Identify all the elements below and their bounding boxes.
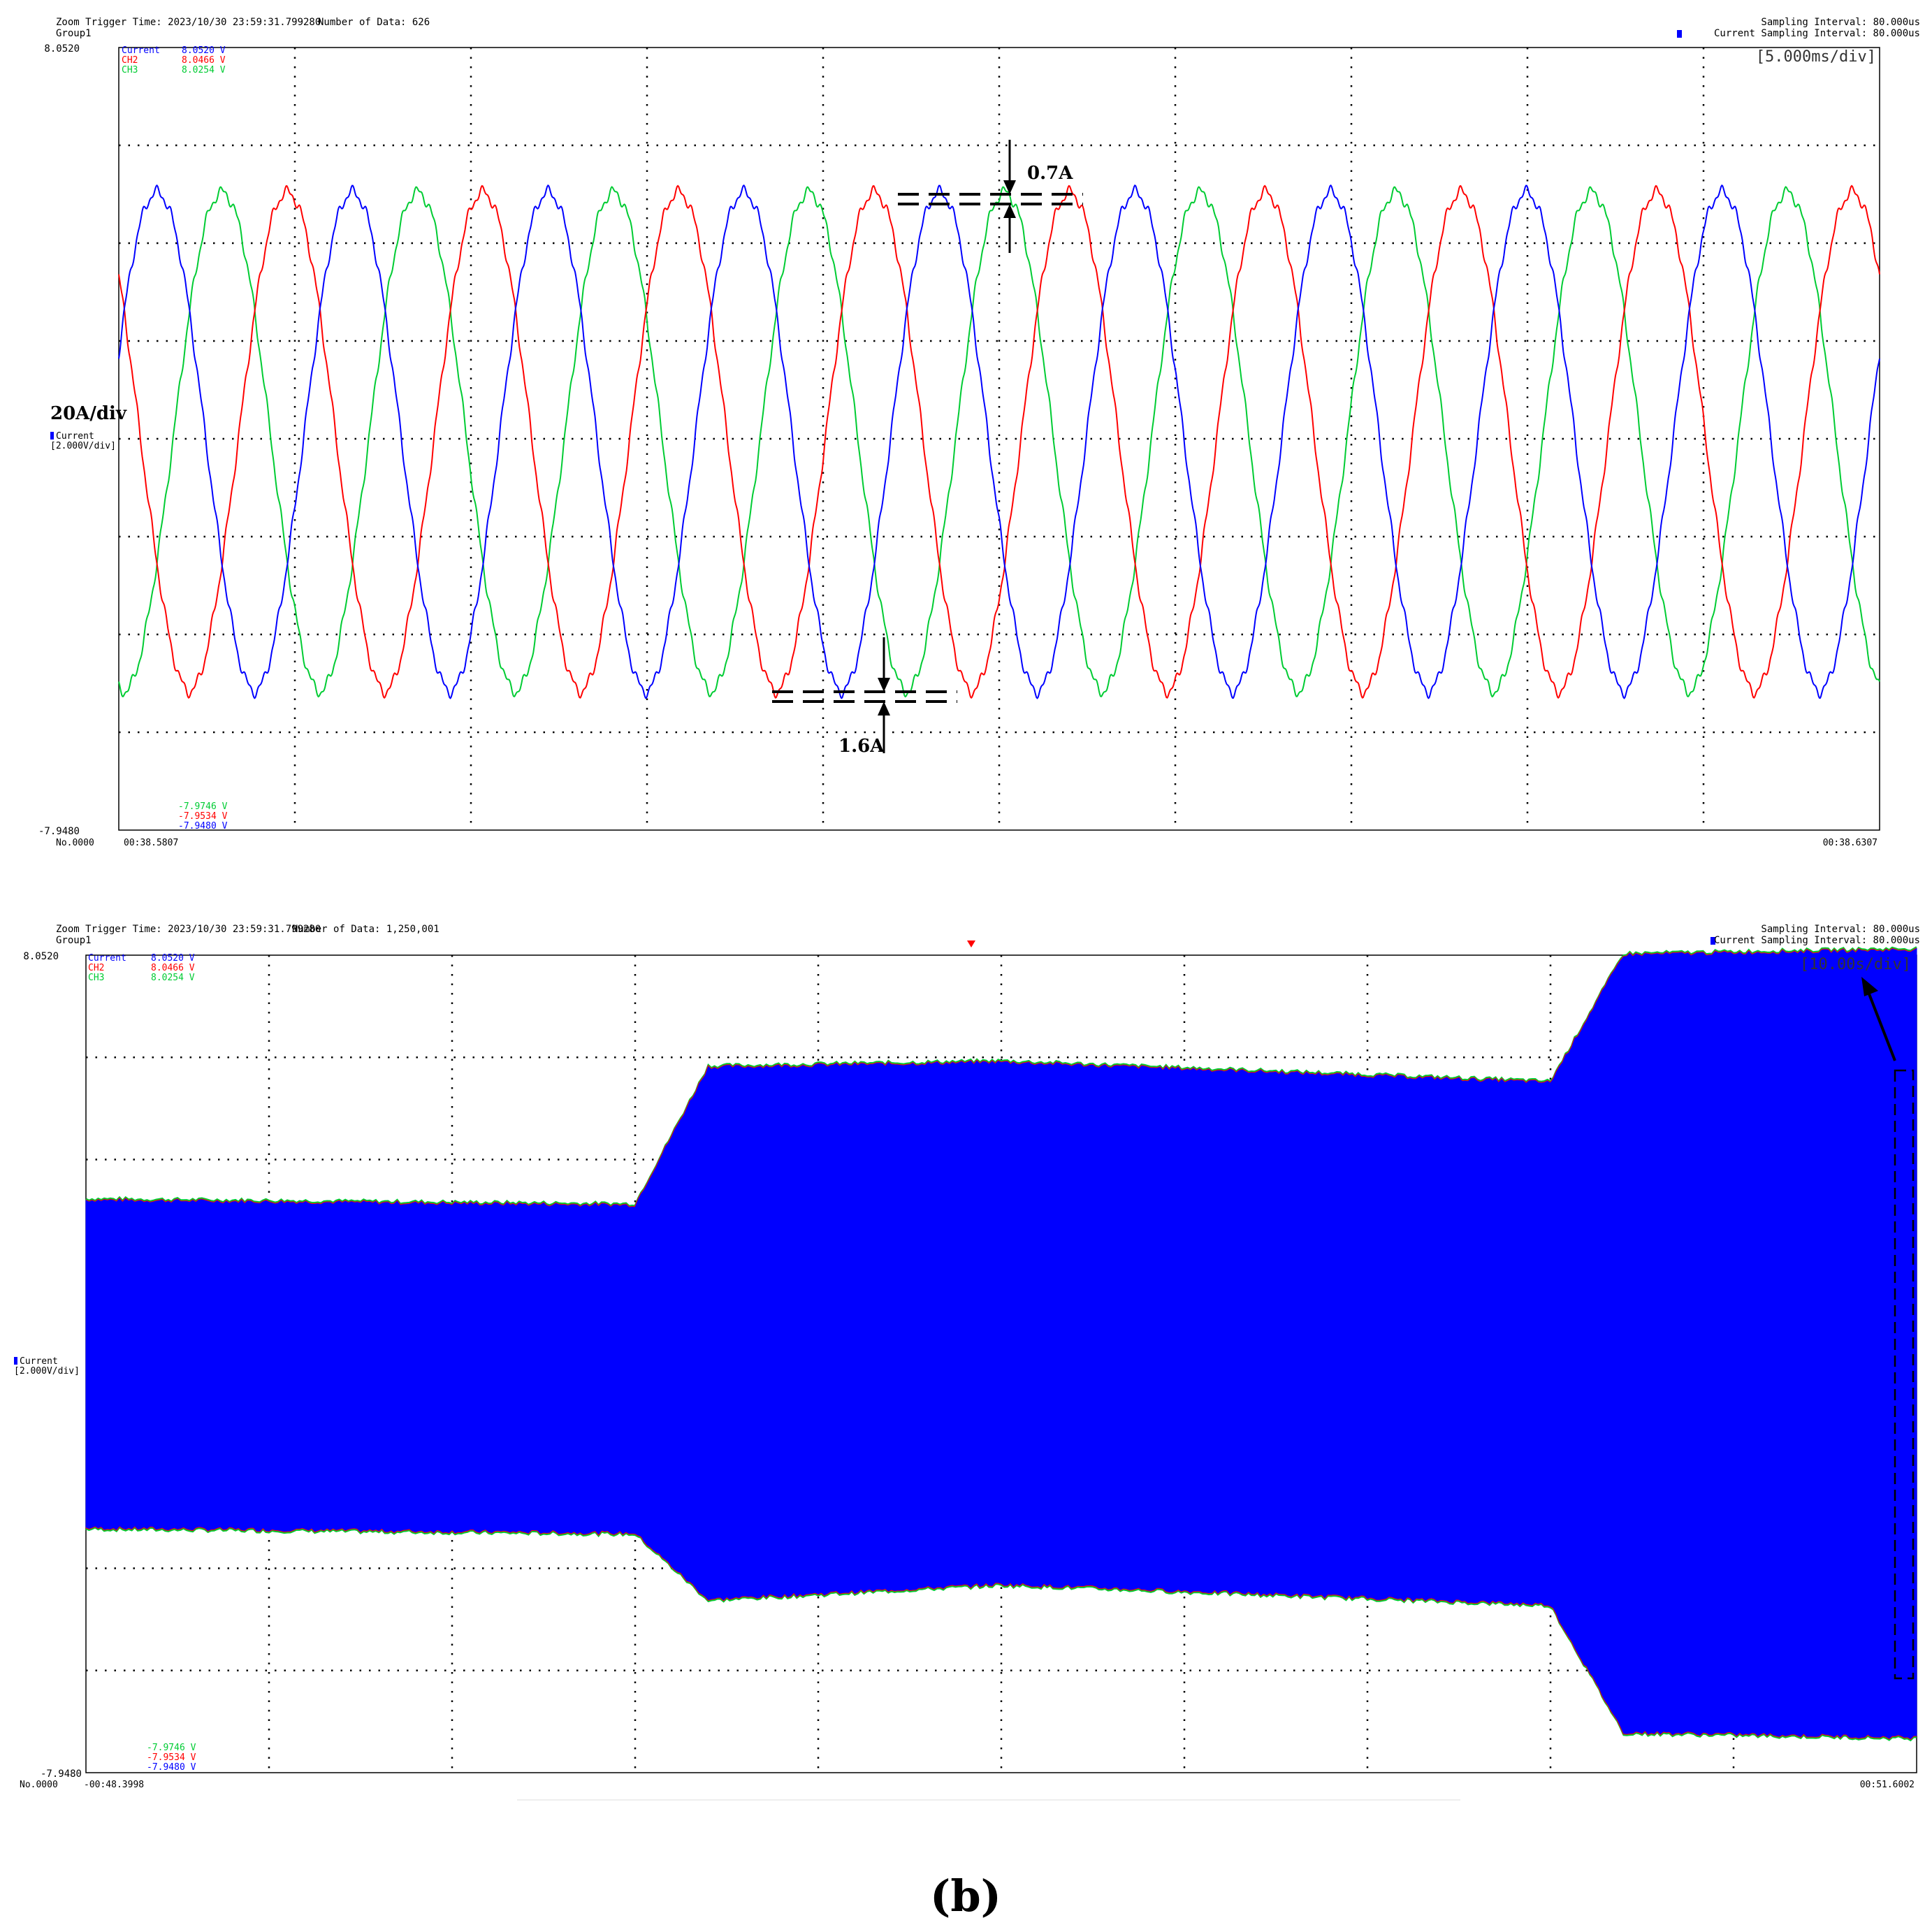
annotation-bottom-label: 1.6A — [838, 736, 885, 757]
figure-caption: (b) — [930, 1870, 1001, 1922]
annotation-bottom: 1.6A — [772, 637, 957, 757]
panel-1-scale-label: 20A/div — [50, 403, 127, 424]
panel-2: Zoom Trigger Time: 2023/10/30 23:59:31.7… — [14, 924, 1920, 1801]
annotation-bottom-arrowhead — [878, 678, 890, 692]
waveform-ch3 — [118, 186, 1880, 698]
legend-min-value: -7.9534 V — [147, 1752, 196, 1763]
panel-1-legend-max: Current 8.0520 V CH2 8.0466 V CH3 8.0254… — [122, 45, 226, 75]
legend-max-value: 8.0254 V — [151, 973, 195, 983]
panel-2-current-marker — [1711, 937, 1715, 945]
panel-2-number-of-data: Number of Data: 1,250,001 — [292, 924, 440, 935]
legend-max-name: CH3 — [88, 973, 104, 983]
panel-1-y-bottom: -7.9480 — [38, 826, 80, 837]
legend-max-name: CH3 — [122, 65, 138, 75]
panel-2-timebase: [10.00s/div] — [1800, 956, 1911, 973]
panel-1-channel-marker — [50, 432, 54, 440]
waveform-current — [118, 184, 1880, 699]
annotation-top: 0.7A — [898, 140, 1083, 253]
panel-1-current-sampling-interval: Current Sampling Interval: 80.000us — [1714, 28, 1920, 39]
panel-1-number-of-data: Number of Data: 626 — [318, 17, 430, 28]
panel-2-x-end: 00:51.6002 — [1860, 1780, 1915, 1790]
panel-2-current-sampling-interval: Current Sampling Interval: 80.000us — [1714, 935, 1920, 946]
panel-2-sampling-interval: Sampling Interval: 80.000us — [1761, 924, 1920, 935]
panel-1-channel-label: Current — [56, 431, 94, 442]
panel-1-x-end: 00:38.6307 — [1823, 838, 1877, 848]
panel-1-y-top: 8.0520 — [44, 43, 80, 55]
waveform-ch2 — [118, 184, 1880, 699]
legend-max-name: Current — [88, 953, 126, 964]
panel-1-trigger-time: Zoom Trigger Time: 2023/10/30 23:59:31.7… — [56, 17, 321, 28]
panel-2-channel-marker — [14, 1357, 17, 1365]
legend-max-value: 8.0466 V — [182, 55, 226, 66]
legend-max-name: Current — [122, 45, 160, 56]
legend-max-name: CH2 — [122, 55, 138, 66]
legend-max-value: 8.0466 V — [151, 963, 195, 973]
panel-1-timebase: [5.000ms/div] — [1756, 48, 1876, 66]
legend-max-value: 8.0520 V — [182, 45, 226, 56]
panel-2-record-no: No.0000 — [20, 1780, 58, 1790]
panel-2-x-start: -00:48.3998 — [84, 1780, 144, 1790]
legend-min-value: -7.9746 V — [178, 801, 228, 812]
panel-1-x-start: 00:38.5807 — [124, 838, 178, 848]
panel-1-grid — [119, 48, 1880, 830]
annotation-top-arrowhead — [1003, 204, 1016, 218]
panel-2-trigger-marker — [967, 940, 975, 947]
panel-1-group: Group1 — [56, 28, 92, 39]
annotation-top-label: 0.7A — [1027, 163, 1073, 184]
panel-1-current-marker — [1677, 30, 1682, 38]
panel-1-legend-min: -7.9746 V -7.9534 V -7.9480 V — [178, 801, 228, 831]
panel-2-channel-scale: [2.000V/div] — [14, 1366, 80, 1376]
panel-1: Zoom Trigger Time: 2023/10/30 23:59:31.7… — [38, 17, 1920, 848]
legend-min-value: -7.9480 V — [178, 821, 228, 831]
panel-2-group: Group1 — [56, 935, 92, 946]
panel-2-channel-label: Current — [20, 1356, 58, 1367]
panel-2-envelope — [85, 946, 1917, 1742]
panel-1-record-no: No.0000 — [56, 838, 94, 848]
legend-max-value: 8.0520 V — [151, 953, 195, 964]
legend-min-value: -7.9480 V — [147, 1762, 196, 1773]
panel-2-y-top: 8.0520 — [23, 951, 59, 962]
annotation-top-arrowhead — [1003, 180, 1016, 194]
envelope-current-fill — [85, 947, 1917, 1740]
panel-2-pointer-arrow — [1867, 991, 1896, 1061]
panel-2-pointer-arrowhead — [1861, 977, 1878, 996]
panel-2-legend-min: -7.9746 V -7.9534 V -7.9480 V — [147, 1743, 196, 1773]
panel-2-highlight-box — [1894, 1069, 1915, 1680]
legend-min-value: -7.9746 V — [147, 1743, 196, 1753]
panel-2-legend-max: Current 8.0520 V CH2 8.0466 V CH3 8.0254… — [88, 953, 195, 983]
panel-1-waveforms — [118, 184, 1880, 699]
legend-max-name: CH2 — [88, 963, 104, 973]
legend-min-value: -7.9534 V — [178, 811, 228, 822]
legend-max-value: 8.0254 V — [182, 65, 226, 75]
panel-1-sampling-interval: Sampling Interval: 80.000us — [1761, 17, 1920, 28]
panel-2-trigger-time: Zoom Trigger Time: 2023/10/30 23:59:31.7… — [56, 924, 321, 935]
panel-2-y-bottom: -7.9480 — [41, 1768, 82, 1780]
panel-1-channel-scale: [2.000V/div] — [50, 441, 116, 451]
annotation-bottom-arrowhead — [878, 702, 890, 715]
